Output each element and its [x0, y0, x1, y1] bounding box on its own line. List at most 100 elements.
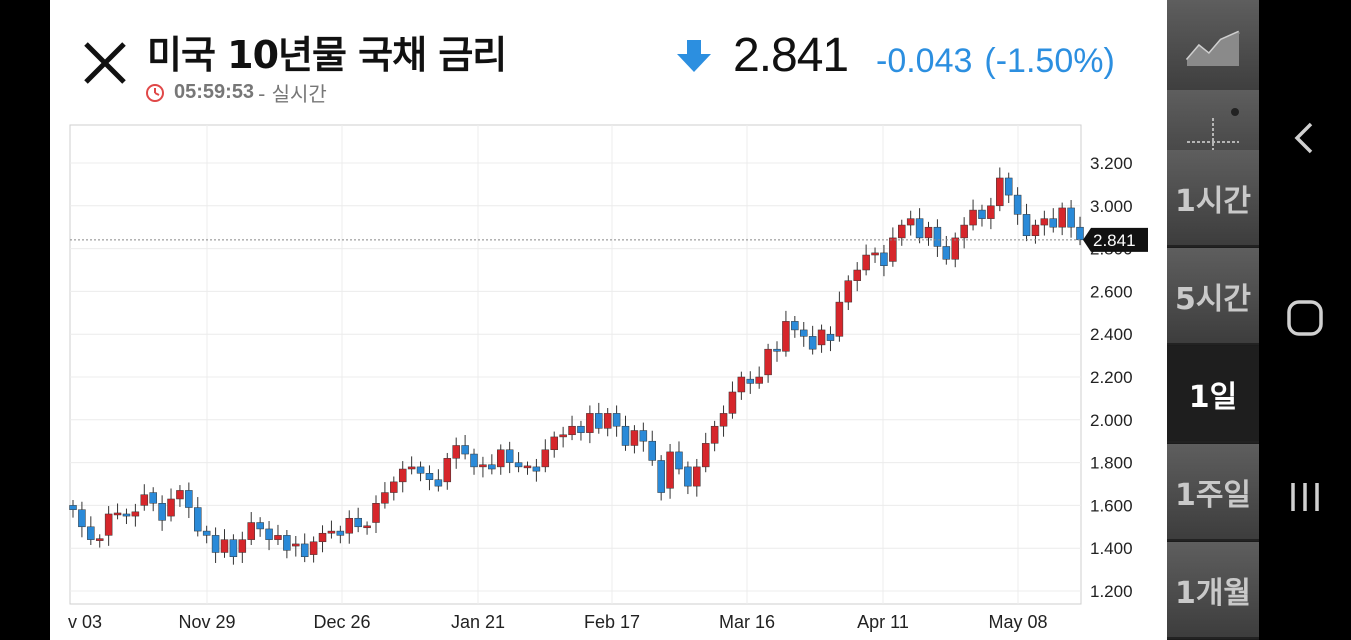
arrow-down-icon: [677, 40, 711, 72]
candle: [407, 456, 416, 475]
home-icon[interactable]: [1285, 298, 1325, 338]
candle: [710, 420, 719, 452]
candle: [425, 465, 434, 491]
clock-icon: [146, 83, 164, 102]
candle: [176, 485, 184, 507]
candle: [639, 422, 648, 452]
candle: [719, 405, 728, 437]
x-axis: v 03 Nov 29 Dec 26 Jan 21 Feb 17 Mar 16 Apr 11…: [68, 612, 1048, 632]
candle: [996, 167, 1004, 212]
candlestick-chart[interactable]: 3.2003.0002.8002.6002.4002.2002.0001.800…: [50, 120, 1167, 640]
candle: [95, 534, 104, 548]
line-chart-icon: [1185, 30, 1240, 66]
candle: [612, 405, 621, 437]
instrument-title: 미국 10년물 국채 금리: [147, 33, 507, 77]
candle: [470, 448, 478, 475]
candle: [880, 244, 888, 277]
candle: [1022, 203, 1031, 242]
recents-icon[interactable]: [1285, 477, 1325, 517]
candle: [309, 536, 318, 563]
y-tick-label: 1.400: [1090, 539, 1133, 558]
candle: [104, 506, 113, 546]
candle: [603, 408, 612, 437]
candle: [416, 461, 425, 482]
interval-1w[interactable]: 1주일: [1167, 444, 1259, 541]
candle: [871, 247, 879, 263]
candle: [1040, 210, 1049, 236]
candle: [844, 275, 853, 311]
candle: [924, 221, 933, 246]
candle: [826, 326, 835, 352]
candle: [933, 219, 942, 257]
x-tick-label: May 08: [988, 612, 1047, 632]
x-tick-label: v 03: [68, 612, 102, 632]
candle: [862, 244, 870, 276]
candle: [327, 520, 336, 539]
candle: [336, 525, 345, 544]
candle: [300, 533, 309, 563]
candle: [113, 503, 122, 520]
candle: [354, 507, 362, 533]
candle: [452, 437, 460, 469]
chart-type-button[interactable]: [1167, 0, 1259, 97]
candle: [773, 341, 781, 362]
x-tick-label: Nov 29: [178, 612, 235, 632]
candle: [158, 495, 166, 531]
candle: [372, 495, 380, 534]
candle: [808, 325, 817, 355]
candle: [211, 527, 220, 563]
interval-1h[interactable]: 1시간: [1167, 150, 1259, 247]
candle: [220, 529, 229, 558]
y-tick-label: 2.600: [1090, 282, 1133, 301]
x-tick-label: Mar 16: [719, 612, 775, 632]
chart-toolbar: 1시간 5시간 1일 1주일 1개월: [1167, 0, 1259, 640]
candle: [283, 530, 291, 559]
close-icon[interactable]: [80, 38, 130, 88]
candle: [853, 262, 861, 292]
candle: [737, 371, 746, 400]
candle: [1058, 202, 1066, 236]
candle: [969, 199, 977, 231]
y-tick-label: 1.600: [1090, 496, 1133, 515]
candle: [951, 232, 959, 268]
candle: [577, 420, 585, 441]
candle: [1013, 187, 1022, 225]
candle: [381, 482, 389, 509]
chart-grid: [69, 124, 1082, 605]
candle: [1067, 200, 1075, 238]
candle: [247, 512, 255, 545]
candle: [202, 525, 211, 544]
candle: [167, 488, 175, 522]
realtime-label: - 실시간: [258, 82, 327, 106]
candle: [898, 219, 906, 246]
candle: [595, 402, 603, 434]
candle: [265, 521, 273, 551]
candle: [479, 456, 487, 478]
back-icon[interactable]: [1285, 118, 1325, 158]
candle: [434, 469, 443, 492]
candle: [568, 415, 576, 441]
change-value: -0.043: [876, 42, 973, 80]
candle: [817, 324, 826, 353]
candle: [505, 441, 514, 474]
candle: [942, 235, 951, 265]
candle: [764, 343, 772, 383]
interval-5h[interactable]: 5시간: [1167, 248, 1259, 345]
candle: [363, 521, 371, 535]
last-price: 2.841: [733, 29, 849, 82]
y-tick-label: 3.000: [1090, 197, 1133, 216]
candle: [523, 461, 532, 475]
system-nav-bar: [1259, 0, 1351, 640]
x-tick-label: Dec 26: [313, 612, 370, 632]
x-tick-label: Apr 11: [857, 612, 909, 632]
change-percent: (-1.50%): [984, 42, 1115, 80]
interval-1m[interactable]: 1개월: [1167, 542, 1259, 639]
y-tick-label: 2.400: [1090, 325, 1133, 344]
candle: [69, 500, 77, 518]
candle: [238, 531, 247, 563]
candle: [345, 510, 354, 544]
candle: [978, 204, 986, 227]
x-tick-label: Jan 21: [451, 612, 505, 632]
interval-1d[interactable]: 1일: [1167, 346, 1259, 443]
candle: [87, 516, 95, 545]
